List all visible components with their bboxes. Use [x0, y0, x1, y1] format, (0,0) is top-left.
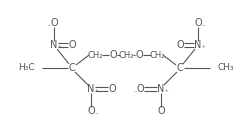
Text: N: N	[87, 84, 95, 94]
Text: ⁻: ⁻	[201, 24, 205, 30]
Text: O: O	[109, 50, 117, 60]
Text: O: O	[194, 18, 202, 28]
Text: CH₃: CH₃	[217, 63, 234, 72]
Text: ⁺: ⁺	[201, 46, 205, 52]
Text: ⁻: ⁻	[94, 112, 98, 118]
Text: O: O	[157, 106, 165, 116]
Text: C: C	[177, 63, 183, 73]
Text: O: O	[135, 50, 143, 60]
Text: O: O	[108, 84, 116, 94]
Text: O: O	[68, 40, 76, 50]
Text: N: N	[157, 84, 165, 94]
Text: ⁺: ⁺	[164, 90, 168, 96]
Text: N: N	[50, 40, 58, 50]
Text: ⁻: ⁻	[133, 90, 137, 96]
Text: CH₂: CH₂	[149, 50, 165, 60]
Text: H₃C: H₃C	[18, 63, 35, 72]
Text: CH₂: CH₂	[87, 50, 103, 60]
Text: CH₂: CH₂	[118, 50, 134, 60]
Text: O: O	[176, 40, 184, 50]
Text: C: C	[69, 63, 75, 73]
Text: O: O	[87, 106, 95, 116]
Text: ⁺: ⁺	[94, 90, 98, 96]
Text: O: O	[136, 84, 144, 94]
Text: ⁺: ⁺	[57, 46, 61, 52]
Text: O: O	[50, 18, 58, 28]
Text: N: N	[194, 40, 202, 50]
Text: ⁻: ⁻	[47, 24, 51, 30]
